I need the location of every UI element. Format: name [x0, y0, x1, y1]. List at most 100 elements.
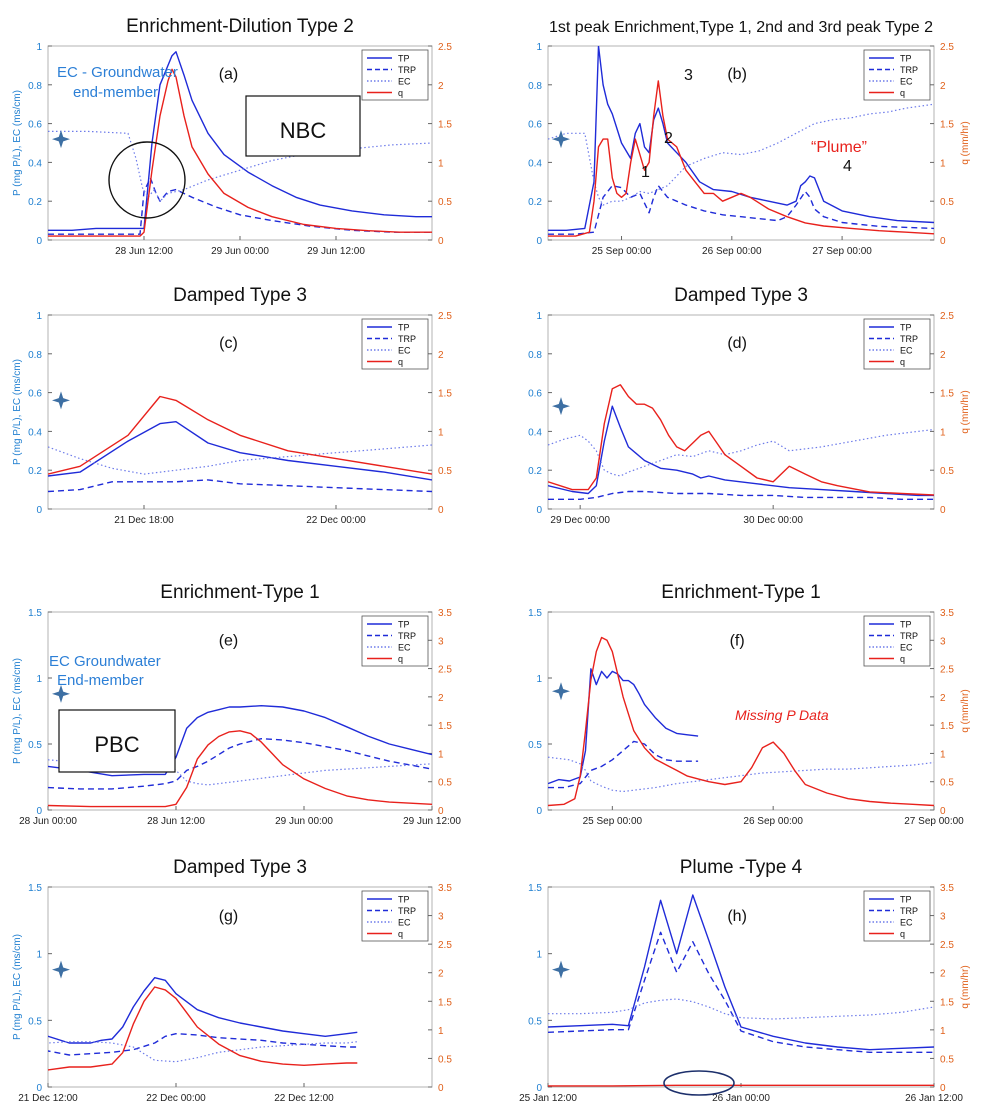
legend-label-tp: TP [398, 54, 410, 64]
legend-label-q: q [398, 88, 403, 98]
y2-tick-label: 2 [940, 81, 946, 92]
series-line-trp [548, 931, 934, 1054]
y-tick-label: 0.6 [28, 120, 42, 131]
y2-tick-label: 2.5 [438, 42, 452, 53]
y-tick-label: 0.4 [28, 158, 42, 169]
y-tick-label: 0 [536, 806, 542, 817]
legend-label-q: q [900, 88, 905, 98]
y2-axis-label: q (mm/hr) [960, 390, 971, 433]
y-tick-label: 0.8 [28, 350, 42, 361]
y2-tick-label: 2.5 [438, 665, 452, 676]
y2-tick-label: 0.5 [940, 197, 954, 208]
chart-b: 1st peak Enrichment,Type 1, 2nd and 3rd … [528, 19, 971, 257]
annotation-peak-4: 4 [843, 158, 852, 175]
x-tick-label: 26 Sep 00:00 [743, 816, 803, 827]
x-tick-label: 22 Dec 00:00 [306, 515, 366, 526]
y2-tick-label: 0 [940, 236, 946, 247]
y2-tick-label: 2.5 [940, 311, 954, 322]
annotation-peak-3: 3 [684, 67, 693, 84]
panel-label: (g) [219, 908, 239, 925]
y2-tick-label: 1 [940, 158, 946, 169]
chart-title: Enrichment-Type 1 [160, 582, 319, 603]
y2-tick-label: 0 [438, 505, 444, 516]
y-tick-label: 1.5 [28, 608, 42, 619]
y2-tick-label: 1 [438, 749, 444, 760]
y2-axis-label: q (mm/hr) [960, 689, 971, 732]
series-line-q [48, 730, 432, 808]
y-tick-label: 1 [36, 311, 42, 322]
y2-tick-label: 0.5 [940, 1054, 954, 1065]
y2-tick-label: 2.5 [940, 42, 954, 53]
y-tick-label: 0 [36, 505, 42, 516]
series-group [548, 894, 934, 1087]
annotation-end-member: End-member [57, 672, 144, 689]
y2-tick-label: 0 [438, 236, 444, 247]
series-line-trp [548, 184, 934, 235]
series-line-tp [548, 894, 934, 1051]
legend-label-ec: EC [900, 77, 913, 87]
x-tick-label: 29 Jun 12:00 [307, 246, 365, 257]
y2-tick-label: 3 [940, 912, 946, 923]
legend-label-q: q [900, 929, 905, 939]
x-tick-label: 26 Sep 00:00 [702, 246, 762, 257]
y2-tick-label: 0 [438, 806, 444, 817]
legend-label-tp: TP [398, 323, 410, 333]
annotation-ec-groundwater: EC Groundwater [49, 653, 161, 670]
y-tick-label: 0 [536, 1083, 542, 1094]
series-line-trp [48, 479, 432, 493]
y-tick-label: 0.2 [528, 466, 542, 477]
legend-label-trp: TRP [900, 334, 918, 344]
x-tick-label: 27 Sep 00:00 [812, 246, 872, 257]
y-axis-label: P (mg P/L), EC (ms/cm) [12, 90, 23, 196]
groundwater-marker-icon [52, 391, 70, 410]
legend-label-ec: EC [398, 918, 411, 928]
y-tick-label: 0 [36, 1083, 42, 1094]
x-tick-label: 25 Sep 00:00 [592, 246, 652, 257]
legend-label-trp: TRP [398, 906, 416, 916]
y2-tick-label: 0 [438, 1083, 444, 1094]
series-line-q [548, 384, 934, 496]
x-tick-label: 25 Sep 00:00 [583, 816, 643, 827]
x-tick-label: 29 Jun 00:00 [275, 816, 333, 827]
y-tick-label: 0.8 [528, 81, 542, 92]
series-line-tp [548, 405, 934, 497]
panel-label: (b) [727, 66, 747, 83]
legend-label-q: q [398, 654, 403, 664]
y2-tick-label: 2.5 [438, 940, 452, 951]
legend-label-trp: TRP [398, 65, 416, 75]
y2-tick-label: 1 [940, 749, 946, 760]
series-line-tp [548, 46, 934, 232]
legend-label-tp: TP [900, 323, 912, 333]
legend-label-q: q [398, 357, 403, 367]
panel-label: (c) [219, 335, 238, 352]
series-line-q [548, 636, 934, 807]
chart-e: Enrichment-Type 1 0 0.5 1 1.5 0 0.5 1 1.5 2 2.5 3 3.… [12, 582, 461, 827]
y-tick-label: 1 [536, 311, 542, 322]
series-group [48, 395, 432, 493]
y2-tick-label: 3 [438, 636, 444, 647]
y-tick-label: 0.5 [528, 740, 542, 751]
y-tick-label: 1 [536, 674, 542, 685]
y2-tick-label: 3.5 [940, 883, 954, 894]
y2-tick-label: 3.5 [940, 608, 954, 619]
series-line-ec [48, 1041, 358, 1063]
legend-label-q: q [900, 654, 905, 664]
y-tick-label: 0.5 [528, 1016, 542, 1027]
x-tick-label: 29 Jun 00:00 [211, 246, 269, 257]
y2-tick-label: 3.5 [438, 608, 452, 619]
chart-g: Damped Type 3 0 0.5 1 1.5 0 0.5 1 1.5 2 2.5 3 3.5 21 … [12, 857, 452, 1102]
x-tick-label: 30 Dec 00:00 [743, 515, 803, 526]
series-line-trp [48, 738, 432, 790]
highlight-ellipse [663, 1070, 735, 1096]
y-tick-label: 0.6 [528, 389, 542, 400]
chart-a: Enrichment-Dilution Type 2 0 0.2 0.4 0.6 0.8 1… [12, 16, 452, 257]
x-tick-label: 25 Jan 12:00 [519, 1093, 577, 1102]
y-tick-label: 0.5 [28, 1016, 42, 1027]
y2-tick-label: 1.5 [438, 721, 452, 732]
x-tick-label: 22 Dec 00:00 [146, 1093, 206, 1102]
y-tick-label: 0.6 [528, 120, 542, 131]
y-tick-label: 1.5 [28, 883, 42, 894]
